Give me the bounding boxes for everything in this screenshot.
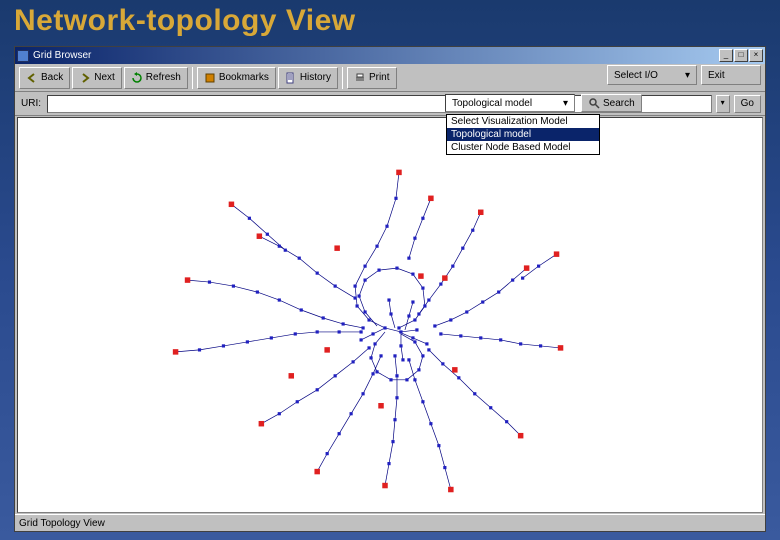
bookmarks-icon bbox=[204, 72, 216, 84]
chevron-down-icon: ▾ bbox=[685, 70, 690, 81]
window-title: Grid Browser bbox=[33, 50, 91, 61]
uri-label: URI: bbox=[19, 98, 43, 109]
go-label: Go bbox=[741, 98, 754, 109]
uri-history-dropdown[interactable]: ▾ bbox=[716, 95, 730, 113]
toolbar-right: Select I/O ▾ Exit bbox=[607, 65, 761, 85]
next-icon bbox=[79, 72, 91, 84]
bookmarks-button[interactable]: Bookmarks bbox=[197, 67, 276, 89]
history-button[interactable]: History bbox=[278, 67, 338, 89]
refresh-button[interactable]: Refresh bbox=[124, 67, 188, 89]
network-graph bbox=[18, 118, 762, 512]
back-icon bbox=[26, 72, 38, 84]
chevron-down-icon: ▾ bbox=[563, 98, 568, 109]
model-select[interactable]: Topological model ▾ bbox=[445, 94, 575, 112]
minimize-button[interactable]: _ bbox=[719, 49, 733, 62]
exit-button[interactable]: Exit bbox=[701, 65, 761, 85]
search-label: Search bbox=[603, 98, 635, 109]
history-icon bbox=[285, 72, 297, 84]
url-bar: URI: ▾ Go bbox=[15, 92, 765, 116]
select-io-label: Select I/O bbox=[614, 70, 658, 81]
exit-label: Exit bbox=[708, 70, 725, 81]
separator bbox=[342, 67, 343, 89]
select-io-button[interactable]: Select I/O ▾ bbox=[607, 65, 697, 85]
refresh-label: Refresh bbox=[146, 72, 181, 83]
next-button[interactable]: Next bbox=[72, 67, 122, 89]
model-option-1[interactable]: Topological model bbox=[447, 128, 599, 141]
model-dropdown-popup: Select Visualization Model Topological m… bbox=[446, 114, 600, 155]
search-icon bbox=[588, 97, 600, 109]
status-bar: Grid Topology View bbox=[15, 514, 765, 531]
bookmarks-label: Bookmarks bbox=[219, 72, 269, 83]
print-button[interactable]: Print bbox=[347, 67, 397, 89]
search-button[interactable]: Search bbox=[581, 94, 642, 112]
app-window: Grid Browser _ □ × Back Next Refresh bbox=[14, 46, 766, 532]
model-select-value: Topological model bbox=[452, 98, 532, 109]
slide-title: Network-topology View bbox=[0, 0, 780, 40]
close-button[interactable]: × bbox=[749, 49, 763, 62]
network-canvas[interactable] bbox=[17, 117, 763, 513]
toolbar-row2-right: Topological model ▾ Search bbox=[445, 94, 642, 112]
print-icon bbox=[354, 72, 366, 84]
model-option-0[interactable]: Select Visualization Model bbox=[447, 115, 599, 128]
back-button[interactable]: Back bbox=[19, 67, 70, 89]
model-option-2[interactable]: Cluster Node Based Model bbox=[447, 141, 599, 154]
separator bbox=[192, 67, 193, 89]
status-text: Grid Topology View bbox=[19, 518, 105, 529]
maximize-button[interactable]: □ bbox=[734, 49, 748, 62]
print-label: Print bbox=[369, 72, 390, 83]
refresh-icon bbox=[131, 72, 143, 84]
history-label: History bbox=[300, 72, 331, 83]
go-button[interactable]: Go bbox=[734, 95, 761, 113]
next-label: Next bbox=[94, 72, 115, 83]
titlebar: Grid Browser _ □ × bbox=[15, 47, 765, 64]
app-icon bbox=[17, 50, 29, 62]
back-label: Back bbox=[41, 72, 63, 83]
